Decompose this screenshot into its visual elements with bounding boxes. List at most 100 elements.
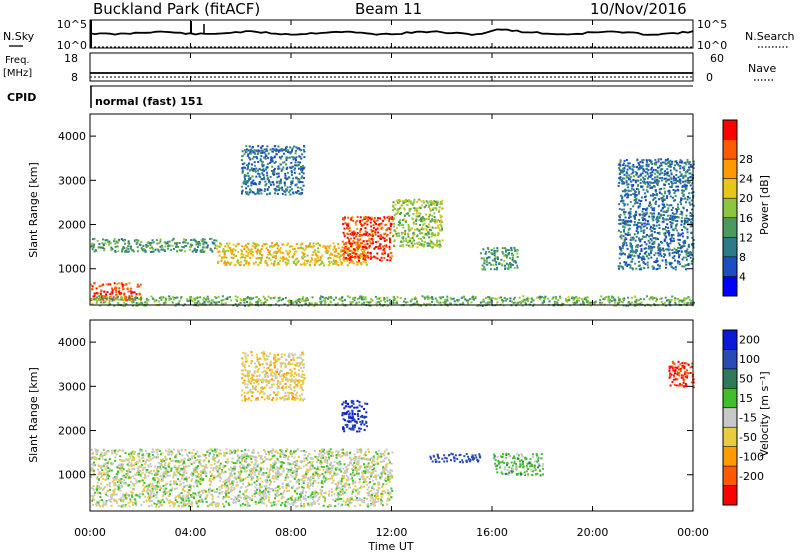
heatmap-cell: [426, 303, 429, 306]
heatmap-cell: [203, 300, 206, 303]
heatmap-cell: [369, 234, 372, 237]
heatmap-cell: [651, 181, 654, 184]
heatmap-cell: [437, 232, 440, 235]
heatmap-cell: [647, 245, 650, 248]
heatmap-cell: [335, 487, 338, 490]
heatmap-cell: [121, 296, 124, 299]
heatmap-cell: [403, 218, 405, 221]
heatmap-cell: [176, 296, 179, 299]
heatmap-cell: [427, 242, 430, 245]
heatmap-cell: [138, 302, 141, 305]
heatmap-cell: [246, 246, 249, 249]
heatmap-cell: [335, 450, 338, 453]
heatmap-cell: [425, 204, 428, 207]
heatmap-cell: [515, 249, 518, 252]
heatmap-cell: [268, 186, 270, 189]
heatmap-cell: [678, 300, 681, 303]
heatmap-cell: [140, 504, 143, 507]
heatmap-cell: [655, 297, 658, 299]
heatmap-cell: [93, 243, 96, 246]
heatmap-cell: [137, 240, 140, 243]
heatmap-cell: [283, 148, 286, 151]
heatmap-cell: [683, 167, 686, 170]
heatmap-cell: [654, 202, 657, 205]
heatmap-cell: [574, 301, 577, 304]
heatmap-cell: [225, 448, 228, 451]
heatmap-cell: [401, 219, 404, 222]
heatmap-cell: [623, 208, 625, 211]
heatmap-cell: [98, 285, 101, 288]
heatmap-cell: [645, 167, 648, 170]
heatmap-cell: [622, 219, 625, 221]
heatmap-cell: [207, 297, 210, 300]
heatmap-cell: [260, 247, 263, 250]
heatmap-cell: [200, 303, 203, 306]
heatmap-cell: [462, 301, 464, 304]
heatmap-cell: [130, 287, 132, 290]
heatmap-cell: [645, 247, 648, 250]
heatmap-cell: [422, 223, 425, 226]
heatmap-cell: [175, 483, 178, 485]
heatmap-cell: [629, 251, 632, 254]
heatmap-cell: [428, 213, 431, 216]
heatmap-cell: [335, 488, 337, 491]
heatmap-cell: [321, 296, 324, 299]
heatmap-cell: [329, 244, 332, 247]
heatmap-cell: [376, 245, 379, 248]
heatmap-cell: [255, 492, 258, 495]
heatmap-cell: [351, 482, 354, 485]
heatmap-cell: [602, 297, 605, 300]
heatmap-cell: [121, 298, 124, 301]
heatmap-cell: [316, 250, 319, 253]
heatmap-cell: [341, 451, 344, 454]
heatmap-cell: [132, 301, 135, 304]
heatmap-cell: [631, 165, 634, 168]
heatmap-cell: [347, 225, 350, 228]
heatmap-cell: [364, 298, 367, 301]
heatmap-cell: [368, 301, 371, 304]
heatmap-cell: [236, 296, 239, 299]
heatmap-cell: [276, 459, 279, 462]
heatmap-cell: [625, 241, 628, 244]
heatmap-cell: [690, 251, 692, 254]
heatmap-cell: [119, 478, 122, 481]
heatmap-cell: [152, 298, 155, 301]
heatmap-cell: [629, 212, 632, 215]
heatmap-cell: [274, 160, 277, 163]
heatmap-cell: [227, 460, 230, 463]
heatmap-cell: [622, 235, 625, 238]
heatmap-cell: [247, 153, 250, 156]
heatmap-cell: [643, 229, 646, 232]
heatmap-cell: [309, 260, 312, 263]
heatmap-cell: [149, 247, 151, 250]
heatmap-cell: [314, 252, 317, 255]
heatmap-cell: [419, 212, 422, 215]
heatmap-cell: [686, 263, 689, 266]
heatmap-cell: [507, 263, 510, 266]
heatmap-cell: [227, 262, 230, 265]
heatmap-cell: [627, 224, 630, 227]
heatmap-cell: [413, 303, 416, 306]
heatmap-cell: [501, 264, 504, 267]
heatmap-cell: [320, 465, 323, 468]
heatmap-cell: [647, 163, 650, 166]
heatmap-cell: [278, 299, 281, 302]
heatmap-cell: [127, 250, 130, 253]
heatmap-cell: [309, 479, 312, 482]
heatmap-cell: [637, 231, 640, 234]
heatmap-cell: [684, 217, 687, 220]
heatmap-cell: [411, 246, 414, 249]
heatmap-cell: [224, 491, 227, 494]
heatmap-cell: [679, 247, 682, 250]
heatmap-cell: [119, 465, 122, 468]
heatmap-cell: [367, 218, 370, 221]
heatmap-cell: [264, 243, 266, 246]
heatmap-cell: [372, 455, 375, 458]
heatmap-cell: [275, 303, 277, 306]
heatmap-cell: [147, 242, 150, 245]
heatmap-cell: [415, 212, 418, 215]
heatmap-cell: [400, 204, 403, 207]
heatmap-cell: [405, 198, 408, 201]
heatmap-cell: [194, 500, 197, 503]
heatmap-cell: [270, 159, 272, 162]
